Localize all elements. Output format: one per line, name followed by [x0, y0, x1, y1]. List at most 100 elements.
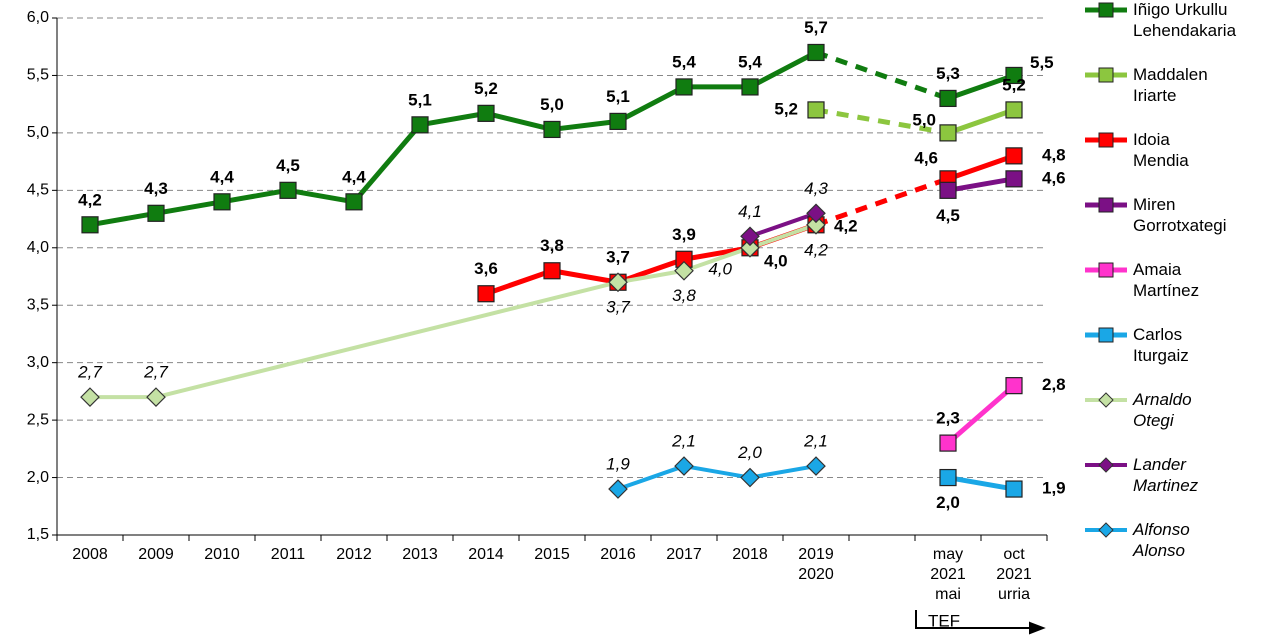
data-label: 4,4: [210, 167, 234, 186]
y-tick-label: 1,5: [27, 526, 49, 543]
data-label: 4,6: [1042, 168, 1066, 187]
data-label: 4,0: [764, 251, 788, 270]
marker: [807, 43, 825, 62]
data-label: 5,5: [1030, 53, 1054, 72]
legend-marker: [1098, 457, 1114, 473]
series-line: [947, 176, 1015, 193]
x-tick-label: 2011: [270, 546, 306, 563]
data-label: 2,0: [737, 443, 762, 462]
marker: [411, 116, 429, 134]
marker: [543, 120, 561, 139]
gap-line: [815, 176, 949, 228]
legend-marker: [1098, 67, 1114, 83]
series-line: [749, 211, 817, 239]
gap-line: [815, 50, 949, 101]
series-line: [946, 383, 1016, 445]
bracket-line: [915, 610, 1040, 629]
marker: [608, 479, 628, 499]
y-tick-label: 4,0: [27, 239, 49, 256]
data-label: 5,0: [540, 95, 564, 114]
x-tick-label: 2016: [600, 546, 636, 563]
marker: [807, 101, 825, 119]
legend-marker: [1098, 262, 1114, 278]
legend-label: Maddalen Iriarte: [1133, 65, 1208, 105]
tef-bracket: [915, 610, 1046, 635]
marker: [740, 226, 760, 247]
data-label: 1,9: [1042, 479, 1066, 498]
marker: [477, 104, 495, 122]
marker: [806, 203, 826, 224]
data-label: 2,7: [143, 363, 168, 382]
marker: [608, 272, 628, 293]
legend-label: Amaia Martínez: [1133, 260, 1200, 300]
marker: [81, 216, 99, 234]
series-line: [485, 153, 1015, 297]
series-line: [947, 107, 1015, 136]
y-tick-label: 3,5: [27, 296, 49, 313]
legend-label: Arnaldo Otegi: [1133, 390, 1192, 430]
data-label: 4,8: [1042, 145, 1066, 164]
data-label: 4,3: [144, 179, 168, 198]
x-tick-label: oct 2021 urria: [996, 546, 1032, 603]
x-tick-label: 2017: [666, 546, 702, 563]
marker: [740, 467, 760, 488]
x-tick-label: 2019 2020: [798, 546, 834, 583]
marker: [609, 112, 627, 131]
marker: [279, 181, 297, 199]
data-label: 3,8: [672, 286, 696, 305]
legend-label: Carlos Iturgaiz: [1133, 325, 1189, 365]
legend-label: Idoia Mendia: [1133, 130, 1189, 170]
data-label: 2,7: [77, 363, 102, 382]
data-label: 3,6: [474, 259, 498, 278]
data-label: 1,9: [606, 455, 630, 474]
y-tick-label: 2,0: [27, 469, 49, 486]
x-tick-label: may 2021 mai: [930, 546, 966, 603]
y-tick-label: 3,0: [27, 354, 49, 371]
x-tick-label: 2008: [72, 546, 108, 563]
data-label: 4,2: [78, 190, 102, 209]
data-label: 2,3: [936, 409, 960, 428]
data-label: 5,2: [474, 79, 498, 98]
marker: [1005, 66, 1023, 85]
marker: [543, 262, 561, 280]
marker: [80, 387, 100, 407]
marker: [1005, 480, 1023, 498]
marker: [147, 204, 165, 222]
x-tick-label: 2015: [534, 546, 570, 563]
marker: [939, 124, 957, 142]
marker: [213, 193, 231, 211]
data-label: 5,0: [912, 110, 936, 129]
marker: [806, 214, 826, 235]
marker: [1005, 101, 1023, 119]
data-label: 2,8: [1042, 375, 1066, 394]
data-label: 3,7: [606, 298, 630, 317]
legend-label: Iñigo Urkullu Lehendakaria: [1133, 0, 1237, 40]
data-label: 4,3: [804, 179, 828, 198]
x-tick-label: 2012: [336, 546, 372, 563]
x-tick-label: 2018: [732, 546, 768, 563]
arrow-head: [1029, 621, 1046, 635]
gap-line: [815, 107, 949, 136]
data-label: 5,1: [606, 87, 630, 106]
marker: [939, 468, 957, 487]
series-line: [90, 222, 817, 400]
data-label: 5,4: [672, 52, 696, 71]
data-label: 2,0: [936, 493, 960, 512]
marker: [1005, 147, 1023, 165]
legend-marker: [1098, 2, 1114, 18]
data-label: 5,3: [936, 64, 960, 83]
series-line: [947, 475, 1015, 492]
data-label: 5,7: [804, 18, 828, 37]
data-label: 5,2: [774, 99, 798, 118]
marker: [477, 285, 495, 303]
annotation: TEF: [928, 611, 960, 630]
data-label: 2,1: [803, 432, 828, 451]
marker: [939, 434, 957, 452]
marker: [675, 78, 693, 96]
x-tick-label: 2010: [204, 546, 240, 563]
gap-line: [155, 280, 619, 400]
data-label: 4,6: [914, 148, 938, 167]
marker: [1005, 377, 1023, 395]
